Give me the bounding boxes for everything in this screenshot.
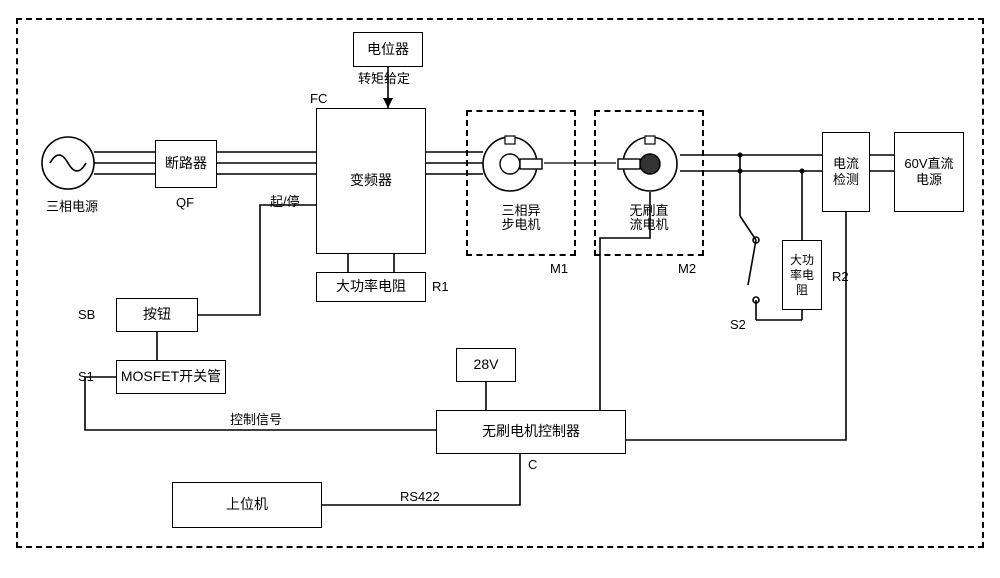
- current-detect-box: 电流 检测: [822, 132, 870, 212]
- dc60-box: 60V直流 电源: [894, 132, 964, 212]
- r1-id-label: R1: [432, 280, 449, 294]
- c-label: C: [528, 458, 537, 472]
- m1-id-label: M1: [550, 262, 568, 276]
- s1-label: S1: [78, 370, 94, 384]
- m2-id-label: M2: [678, 262, 696, 276]
- button-box: 按钮: [116, 298, 198, 332]
- sb-label: SB: [78, 308, 95, 322]
- ctrl-signal-label: 控制信号: [230, 413, 282, 427]
- potentiometer-box: 电位器: [353, 32, 423, 67]
- m2-dashed-frame: [594, 110, 704, 256]
- start-stop-label: 起/停: [270, 195, 300, 209]
- mosfet-box: MOSFET开关管: [116, 360, 226, 394]
- fc-label: FC: [310, 92, 327, 106]
- r1-box: 大功率电阻: [316, 272, 426, 302]
- v28-box: 28V: [456, 348, 516, 382]
- r2-box: 大功 率电 阻: [782, 240, 822, 310]
- qf-label: QF: [176, 196, 194, 210]
- r2-id-label: R2: [832, 270, 849, 284]
- breaker-box: 断路器: [155, 140, 217, 188]
- m1-label: 三相异 步电机: [486, 204, 556, 233]
- rs422-label: RS422: [400, 490, 440, 504]
- m1-dashed-frame: [466, 110, 576, 256]
- torque-set-label: 转矩给定: [358, 72, 410, 86]
- three-phase-label: 三相电源: [46, 200, 98, 214]
- controller-box: 无刷电机控制器: [436, 410, 626, 454]
- s2-label: S2: [730, 318, 746, 332]
- m2-label: 无刷直 流电机: [614, 204, 684, 233]
- vfd-box: 变频器: [316, 108, 426, 254]
- host-box: 上位机: [172, 482, 322, 528]
